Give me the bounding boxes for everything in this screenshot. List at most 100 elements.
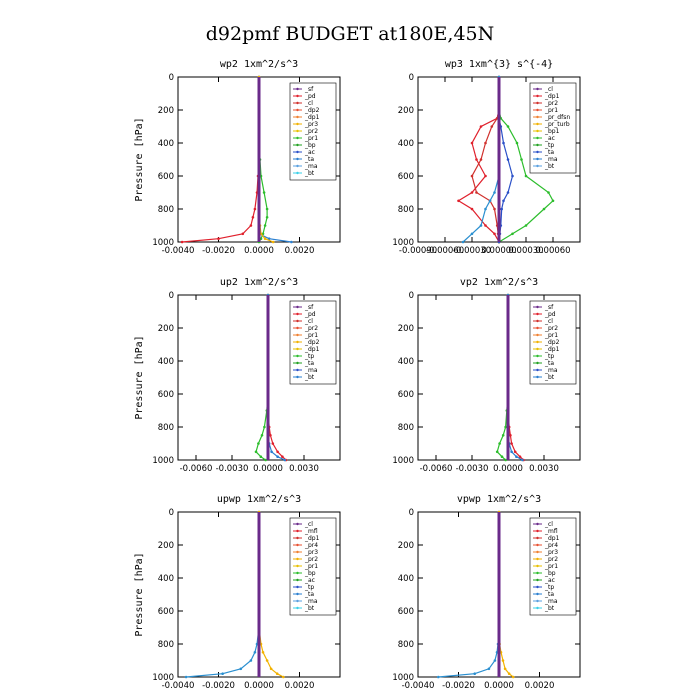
legend-label: _ac: [304, 149, 315, 156]
legend-label: _pr2: [304, 556, 318, 563]
x-tick-label: -0.0060: [180, 464, 213, 474]
y-tick-label: 600: [398, 390, 414, 400]
legend-label: _pr1: [544, 563, 558, 570]
x-tick-label: -0.0040: [402, 681, 435, 691]
x-tick-label: 0.0030: [289, 464, 319, 474]
series-point: [475, 191, 478, 194]
series-point: [510, 442, 513, 445]
x-tick-label: 0.0000: [244, 246, 274, 256]
series-point: [263, 425, 266, 429]
series-point: [521, 458, 524, 462]
y-tick-label: 800: [398, 640, 414, 650]
legend-label: _pr2: [544, 325, 558, 332]
series-point: [520, 158, 523, 161]
legend-marker: [296, 333, 299, 337]
legend-label: _dp1: [304, 114, 320, 121]
legend-marker: [296, 557, 299, 561]
series-point: [504, 425, 507, 429]
legend-marker: [536, 312, 539, 316]
legend-label: _bt: [304, 605, 315, 612]
x-tick-label: 0.0030: [529, 464, 559, 474]
panel-frame: [177, 294, 341, 461]
series-point: [518, 455, 522, 459]
legend-marker: [536, 150, 539, 154]
series-point: [513, 450, 517, 454]
legend-marker: [296, 592, 299, 596]
legend-label: _sf: [304, 304, 314, 311]
series-point: [461, 240, 465, 244]
y-tick-label: 200: [158, 541, 174, 551]
legend-label: _pr1: [304, 563, 318, 570]
series-point: [487, 667, 491, 671]
legend-marker: [536, 375, 539, 379]
series-point: [470, 232, 474, 236]
legend-marker: [296, 571, 299, 575]
legend-label: _dp1: [544, 346, 560, 353]
series-point: [263, 224, 267, 227]
series-point: [479, 125, 483, 128]
legend-label: _pr3: [304, 121, 318, 128]
legend-marker: [536, 129, 539, 133]
y-tick-label: 0: [169, 291, 174, 301]
legend-marker: [296, 305, 299, 309]
legend-label: _pr2: [544, 556, 558, 563]
y-tick-label: 0: [169, 508, 174, 518]
legend-label: _tp: [304, 584, 314, 591]
chart-panel-6: vpwp 1xm^2/s^3 0 200 400 600 800 1000-0.0040 -0…: [392, 494, 581, 691]
legend-label: _bt: [544, 374, 555, 381]
legend-marker: [296, 108, 299, 112]
legend-marker: [536, 585, 539, 589]
legend-label: _pr4: [304, 542, 318, 549]
series-point: [282, 675, 285, 679]
legend-label: _dp2: [304, 107, 320, 114]
legend-label: _ma: [304, 163, 318, 170]
series-point: [217, 237, 220, 240]
legend-marker: [296, 578, 299, 582]
y-tick-label: 400: [158, 574, 174, 584]
series-point: [488, 199, 492, 203]
panel-title: upwp 1xm^2/s^3: [217, 494, 301, 505]
y-tick-label: 400: [398, 574, 414, 584]
chart-panel-4: vp2 1xm^2/s^3 0 200 400 600 800 1000 -0.0060 -0.…: [392, 277, 581, 474]
legend-marker: [536, 347, 539, 351]
legend-marker: [296, 150, 299, 154]
series-point: [511, 174, 514, 178]
series-point: [262, 191, 266, 194]
x-tick-label: 0.00000: [481, 246, 516, 256]
y-tick-label: 1000: [152, 673, 174, 683]
series-point: [254, 450, 258, 454]
legend-marker: [296, 326, 299, 330]
series-point: [515, 455, 518, 459]
x-tick-label: -0.00030: [453, 246, 491, 256]
legend-marker: [296, 347, 299, 351]
series-point: [515, 141, 519, 145]
legend-label: _ma: [304, 598, 318, 605]
legend-marker: [536, 319, 539, 323]
y-tick-label: 800: [158, 205, 174, 215]
x-tick-label: -0.0030: [216, 464, 249, 474]
series-point: [493, 659, 497, 662]
series-point: [264, 458, 267, 462]
series-point: [265, 216, 269, 219]
legend-label: _ta: [304, 591, 314, 598]
series-point: [551, 199, 555, 203]
x-tick-label: 0.00060: [535, 246, 570, 256]
y-tick-label: 600: [398, 607, 414, 617]
x-tick-label: -0.0020: [202, 681, 235, 691]
x-tick-label: -0.0020: [442, 681, 475, 691]
series-point: [511, 232, 514, 236]
series-point: [495, 450, 499, 454]
x-tick-label: -0.0030: [456, 464, 489, 474]
series-point: [261, 651, 265, 654]
legend-label: _pr3: [304, 549, 318, 556]
legend-marker: [296, 585, 299, 589]
series-point: [275, 672, 279, 675]
series-point: [507, 672, 511, 675]
series-point: [269, 667, 273, 671]
series-point: [253, 207, 257, 211]
series-point: [271, 442, 275, 445]
y-tick-label: 600: [158, 390, 174, 400]
chart-panel-3: up2 1xm^2/s^3 0 200 400 600 800 1000 -0.0060 -0.…: [134, 277, 341, 474]
legend-label: _ta: [544, 591, 554, 598]
series-point: [270, 450, 273, 454]
